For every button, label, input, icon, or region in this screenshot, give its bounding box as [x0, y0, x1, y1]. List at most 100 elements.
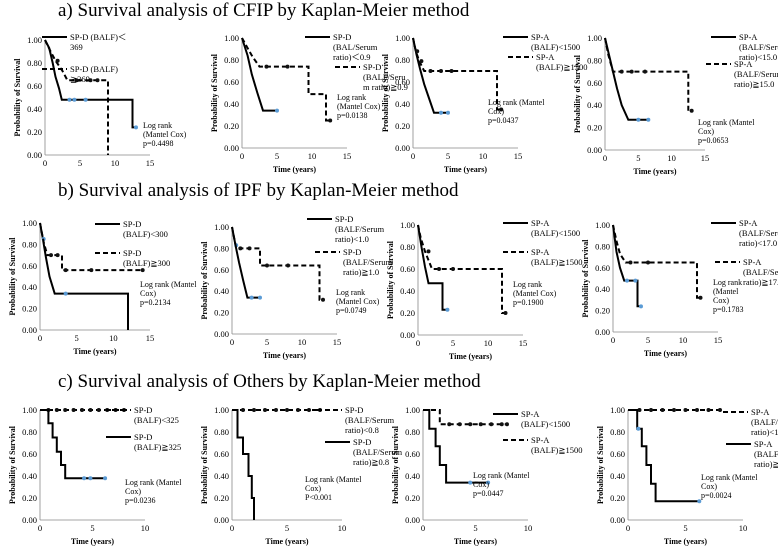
section-title-ipf: b) Survival analysis of IPF by Kaplan-Me… [58, 180, 459, 201]
censor-mark [639, 304, 643, 309]
legend-label: ratio)<15.0 [739, 52, 777, 62]
km-plot-others-spd-ratio: 0.00 0.20 0.40 0.60 0.80 1.00 0 5 10 Probability … [200, 405, 403, 546]
legend-label: SP-A [751, 407, 770, 417]
y-tick-label: 0.40 [400, 286, 415, 296]
km-curve-dashed [604, 37, 692, 112]
x-tick-label: 5 [446, 151, 450, 161]
legend-label: SP-D [123, 248, 141, 258]
y-tick-label: 0.60 [405, 449, 420, 459]
legend-label: SP-A [521, 409, 540, 419]
censor-mark [489, 422, 494, 427]
censor-mark [505, 422, 509, 427]
x-tick-label: 15 [146, 158, 155, 168]
y-tick-label: 0.40 [22, 282, 37, 292]
x-tick-label: 15 [343, 151, 352, 161]
censor-mark [274, 408, 278, 412]
censor-mark [55, 253, 60, 258]
y-tick-label: 0.80 [400, 242, 415, 252]
legend-label: SP-A [754, 439, 773, 449]
legend-label: (BAL/Serum [333, 42, 378, 52]
y-tick-label: 0.00 [214, 329, 229, 339]
y-tick-label: 0.00 [27, 150, 42, 160]
y-tick-label: 0.60 [395, 77, 410, 87]
y-tick-label: 1.00 [214, 405, 229, 415]
legend-label: (BALF/Serum [739, 42, 778, 52]
section-title-others: c) Survival analysis of Others by Kaplan… [58, 371, 481, 392]
y-tick-label: 0.60 [22, 261, 37, 271]
censor-mark [285, 408, 289, 412]
legend-label: ≧369 [70, 74, 90, 84]
x-tick-label: 0 [38, 523, 42, 533]
censor-mark [252, 408, 256, 412]
x-tick-label: 5 [90, 523, 94, 533]
censor-mark [88, 78, 93, 83]
y-tick-label: 0.40 [22, 471, 37, 481]
y-tick-label: 0.40 [595, 284, 610, 294]
x-tick-label: 10 [141, 523, 150, 533]
censor-mark [636, 117, 641, 122]
log-rank-label: Log rank (Mantel [698, 118, 755, 127]
legend-label: (BALF)<1500 [521, 419, 570, 429]
km-plot-ipf-spa-balf: 0.00 0.20 0.40 0.60 0.80 1.00 0 5 10 15 Probabilit… [386, 218, 583, 361]
x-tick-label: 5 [473, 523, 477, 533]
km-curve-solid [417, 224, 448, 311]
y-tick-label: 0.00 [224, 143, 239, 153]
legend-label: (BALF)≧1500 [531, 445, 583, 455]
legend-label: (BALF)<1500 [531, 42, 580, 52]
legend-label: SP-A [531, 32, 550, 42]
legend-label: ratio)<1.0 [335, 234, 369, 244]
log-rank-label: Cox) [305, 484, 321, 493]
y-tick-label: 0.20 [22, 493, 37, 503]
km-curve-dashed [241, 37, 331, 122]
log-rank-label: Log rank [143, 121, 172, 130]
censor-mark [445, 307, 450, 312]
x-tick-label: 10 [479, 151, 488, 161]
x-tick-label: 0 [603, 153, 607, 163]
censor-mark [689, 108, 694, 113]
legend-label: ratio)≧1.0 [343, 267, 379, 277]
y-tick-label: 0.00 [214, 515, 229, 525]
censor-mark [451, 267, 455, 271]
log-rank-label: Log rank (Mantel [488, 98, 545, 107]
legend-label: ratio)<0.8 [345, 425, 379, 435]
censor-mark [503, 311, 508, 315]
log-rank-label: Cox) [701, 482, 717, 491]
censor-mark [96, 408, 101, 412]
x-tick-label: 10 [109, 333, 118, 343]
x-axis-label: Time (years) [71, 537, 115, 546]
censor-mark [499, 107, 504, 112]
censor-mark [649, 408, 653, 412]
x-tick-label: 5 [683, 523, 687, 533]
legend-label: SP-D [343, 247, 361, 257]
y-tick-label: 0.20 [27, 127, 42, 137]
censor-mark [468, 422, 473, 427]
censor-mark [296, 408, 300, 412]
censor-mark [426, 249, 431, 254]
km-curve-dashed [612, 224, 701, 299]
censor-mark [54, 408, 59, 412]
x-axis-label: Time (years) [265, 537, 309, 546]
y-tick-label: 0.20 [400, 308, 415, 318]
censor-mark [672, 408, 676, 412]
y-axis-label: Probability of Survival [200, 425, 209, 504]
log-rank-label: p=0.0437 [488, 116, 519, 125]
x-tick-label: 5 [75, 333, 79, 343]
legend-label: (BALF/Serum [345, 415, 395, 425]
x-tick-label: 0 [230, 337, 234, 347]
y-tick-label: 0.00 [405, 515, 420, 525]
log-rank-label: Cox) [713, 296, 729, 305]
x-tick-label: 0 [611, 335, 615, 345]
censor-mark [625, 278, 629, 283]
legend-label: (BALF)<325 [134, 415, 179, 425]
censor-mark [439, 110, 443, 115]
km-curve-solid [232, 409, 255, 520]
censor-mark [447, 422, 452, 427]
y-tick-label: 0.00 [22, 515, 37, 525]
censor-mark [140, 268, 145, 273]
censor-mark [89, 268, 94, 273]
x-tick-label: 10 [484, 338, 493, 348]
log-rank-label: Cox) [125, 487, 141, 496]
log-rank-label: p=0.0024 [701, 491, 732, 500]
censor-mark [265, 263, 269, 268]
y-tick-label: 0.40 [214, 471, 229, 481]
